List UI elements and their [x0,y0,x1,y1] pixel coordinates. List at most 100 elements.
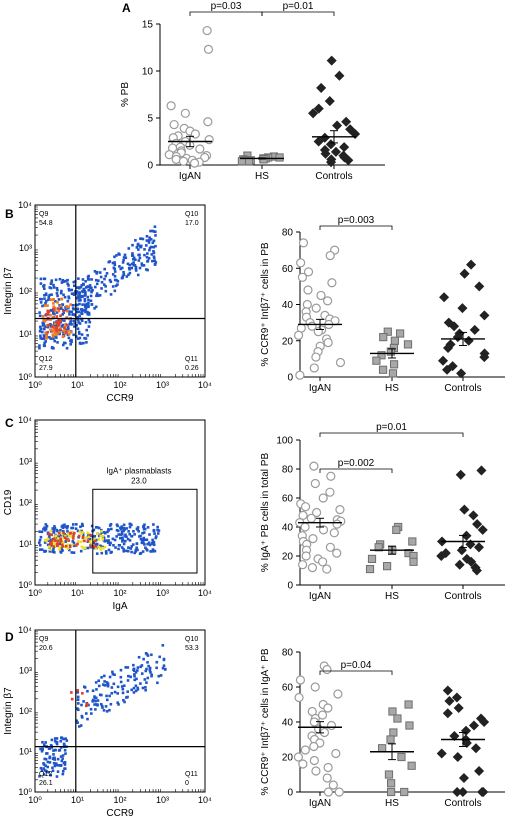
event-dot [54,327,58,330]
event-dot [62,530,65,533]
data-point [479,352,490,363]
x-tick-label: 10⁴ [198,588,212,598]
quadrant-name: Q10 [185,636,198,643]
event-dot [45,524,49,528]
event-dot [134,269,138,272]
quadrant-value: 0.26 [185,365,199,372]
event-dot [107,528,110,531]
x-tick-label: 10³ [156,380,169,390]
event-dot [148,669,152,672]
event-dot [38,530,41,533]
event-dot [52,545,56,548]
data-point [442,708,453,719]
event-dot [113,255,116,259]
plot-frame [34,204,206,378]
data-point [317,710,328,720]
event-dot [84,307,88,310]
event-dot [42,287,46,290]
event-dot [55,332,58,335]
event-dot [62,737,65,741]
event-dot [42,277,46,281]
event-dot [58,748,62,752]
event-dot [113,278,117,282]
event-dot [68,310,71,313]
event-dot [62,280,65,283]
event-dot [110,686,114,689]
y-tick-label: 20 [282,552,294,563]
event-dot [60,281,64,284]
event-dot [50,746,54,749]
data-point [302,299,312,310]
event-dot [41,324,45,327]
event-dot [72,551,76,554]
event-dot [106,541,110,545]
data-point [178,156,189,166]
data-point [405,721,414,730]
event-dot [46,312,50,315]
event-dot [98,271,102,274]
data-point [296,258,306,268]
event-dot [83,297,87,301]
event-dot [80,309,84,313]
event-dot [51,335,55,338]
event-dot [39,277,43,281]
event-dot [108,675,112,679]
data-point [332,519,342,529]
event-dot [93,695,96,698]
event-dot [76,698,80,702]
event-dot [43,341,46,345]
p-value-label: p=0.01 [376,422,407,433]
y-tick-label: 5 [147,114,153,125]
event-dot [122,523,126,527]
event-dot [120,685,124,688]
event-dot [112,682,116,686]
plot-frame [34,419,206,586]
event-dot [59,314,62,318]
event-dot [43,757,47,761]
event-dot [107,535,110,538]
event-dot [87,278,91,281]
event-dot [108,694,111,698]
event-dot [42,527,45,531]
event-dot [84,337,88,340]
event-dot [48,761,52,764]
data-point [329,528,339,538]
data-point [312,507,322,518]
data-point [408,537,417,546]
event-dot [142,527,146,531]
data-point [334,787,344,797]
event-dot [52,543,56,546]
event-dot [115,535,118,538]
data-point [436,748,447,759]
event-dot [113,673,116,677]
event-dot [151,259,154,263]
data-point [350,128,361,140]
event-dot [123,528,126,531]
event-dot [146,268,149,272]
event-dot [56,537,60,540]
data-point [309,741,319,752]
x-axis-label: CCR9 [106,393,134,404]
event-dot [84,712,88,715]
event-dot [77,321,80,324]
event-dot [139,665,142,669]
data-point [454,559,465,570]
event-dot [73,284,76,288]
event-dot [112,543,115,547]
series-controls [436,465,488,576]
event-dot [94,539,97,543]
event-dot [70,551,74,554]
event-dot [71,303,75,307]
event-dot [156,525,159,529]
event-dot [62,531,66,535]
event-dot [125,535,128,539]
event-dot [73,531,76,535]
event-dot [38,538,42,542]
event-dot [68,313,71,316]
quadrant-value: 26.1 [39,780,53,787]
event-dot [109,702,113,706]
event-dot [101,546,105,550]
event-dot [136,666,140,669]
event-dot [97,538,101,541]
